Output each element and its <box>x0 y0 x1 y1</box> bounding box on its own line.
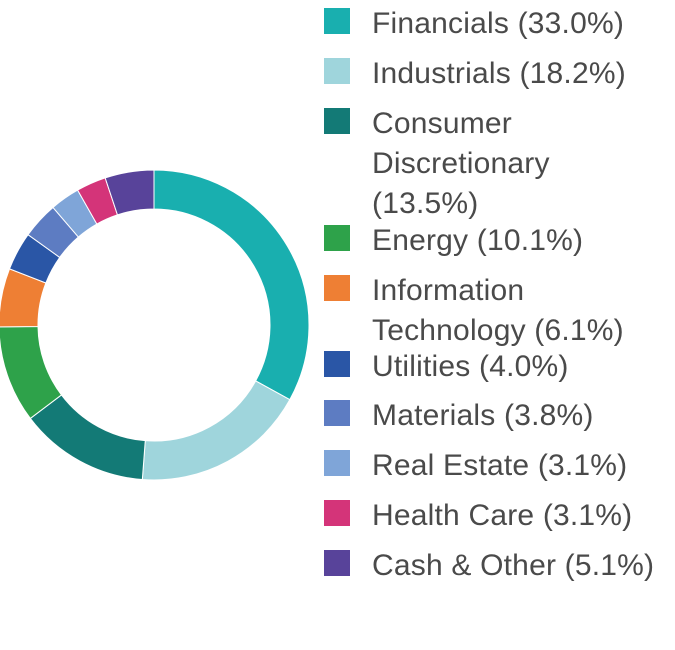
legend-swatch-cash-other <box>324 550 350 576</box>
legend-swatch-industrials <box>324 58 350 84</box>
legend-swatch-utilities <box>324 351 350 377</box>
legend-swatch-health-care <box>324 500 350 526</box>
legend-label-health-care: Health Care (3.1%) <box>372 499 633 532</box>
legend-label-industrials: Industrials (18.2%) <box>372 57 626 90</box>
slice-cash-other <box>104 169 155 216</box>
legend-label-real-estate: Real Estate (3.1%) <box>372 449 628 482</box>
legend-swatch-consumer-discretionary <box>324 108 350 134</box>
legend-swatch-real-estate <box>324 450 350 476</box>
legend-label-information-technology: Information Technology (6.1%) <box>372 274 624 347</box>
legend-swatch-information-technology <box>324 275 350 301</box>
legend-label-materials: Materials (3.8%) <box>372 399 594 432</box>
slice-financials <box>153 169 310 401</box>
legend-label-utilities: Utilities (4.0%) <box>372 350 569 383</box>
donut-chart <box>0 169 310 481</box>
legend-swatch-materials <box>324 400 350 426</box>
legend-label-cash-other: Cash & Other (5.1%) <box>372 549 655 582</box>
slice-industrials <box>141 380 291 481</box>
legend-label-financials: Financials (33.0%) <box>372 7 625 40</box>
legend-swatch-financials <box>324 8 350 34</box>
slice-consumer-discretionary <box>29 394 146 481</box>
legend-label-energy: Energy (10.1%) <box>372 224 584 257</box>
legend-label-consumer-discretionary: Consumer Discretionary (13.5%) <box>372 107 550 220</box>
legend-swatch-energy <box>324 225 350 251</box>
